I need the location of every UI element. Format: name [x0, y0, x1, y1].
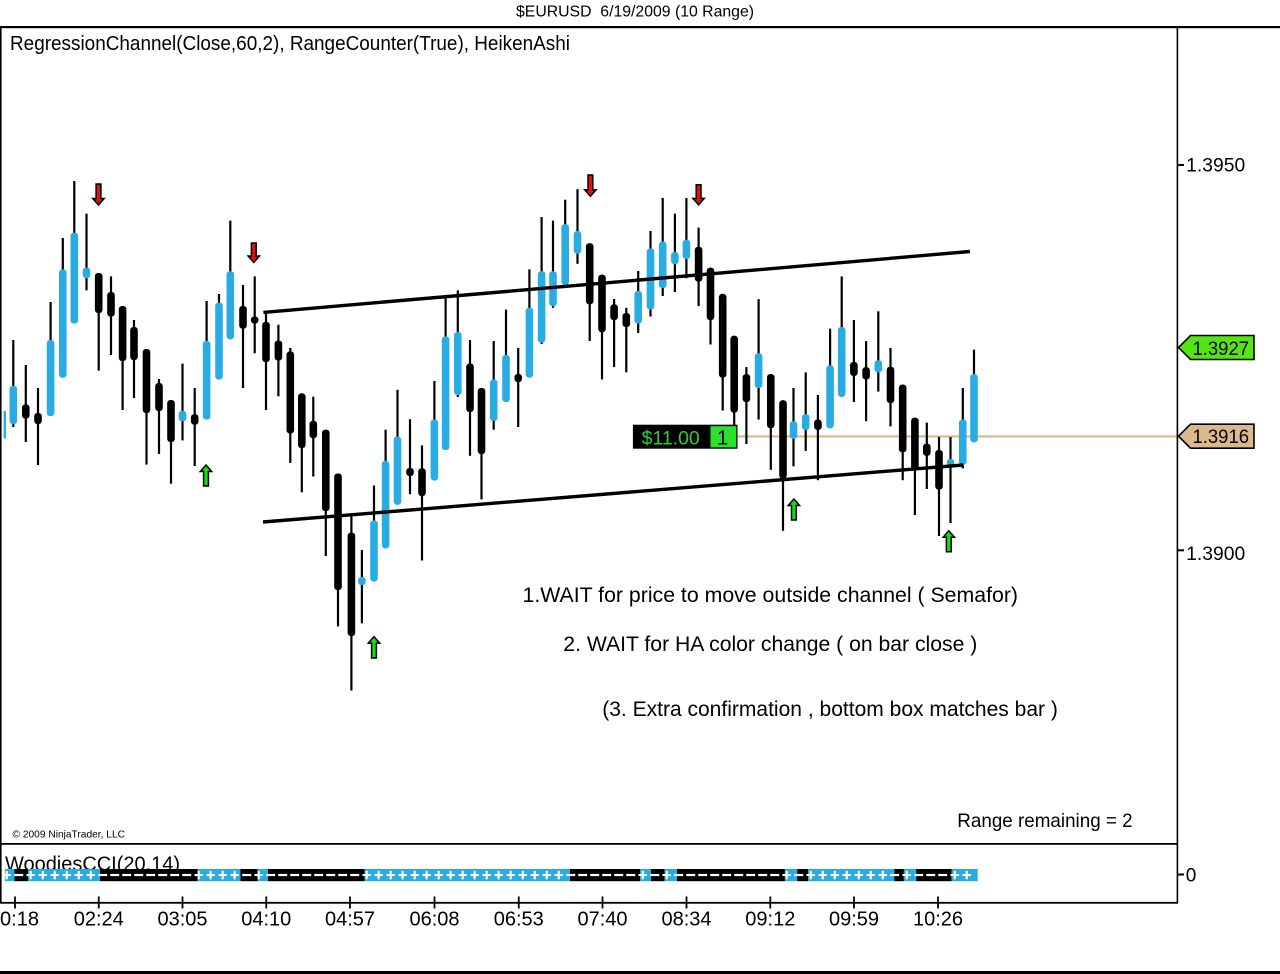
svg-text:Range remaining = 2: Range remaining = 2 [957, 810, 1132, 832]
svg-text:© 2009 NinjaTrader, LLC: © 2009 NinjaTrader, LLC [13, 829, 126, 841]
svg-text:07:40: 07:40 [577, 909, 627, 931]
svg-text:06:53: 06:53 [494, 909, 544, 931]
svg-text:09:12: 09:12 [745, 909, 795, 931]
svg-text:RegressionChannel(Close,60,2),: RegressionChannel(Close,60,2), RangeCoun… [10, 33, 570, 55]
svg-text:2. WAIT for HA color change (: 2. WAIT for HA color change ( on bar clo… [563, 633, 977, 656]
svg-text:08:34: 08:34 [661, 909, 711, 931]
svg-text:04:10: 04:10 [241, 909, 291, 931]
svg-text:10:26: 10:26 [913, 909, 963, 931]
svg-text:0: 0 [1186, 866, 1197, 887]
svg-text:1.3916: 1.3916 [1193, 427, 1250, 448]
svg-text:1.3950: 1.3950 [1186, 155, 1245, 176]
svg-text:$EURUSD 6/19/2009 (10 Range): $EURUSD 6/19/2009 (10 Range) [516, 4, 754, 21]
svg-text:02:24: 02:24 [74, 909, 124, 931]
svg-text:1.WAIT for price to move outsi: 1.WAIT for price to move outside channel… [523, 584, 1019, 607]
svg-text:09:59: 09:59 [829, 909, 879, 931]
svg-text:(3. Extra confirmation , botto: (3. Extra confirmation , bottom box matc… [602, 698, 1058, 721]
svg-text:06:08: 06:08 [409, 909, 459, 931]
svg-text:03:05: 03:05 [157, 909, 207, 931]
svg-text:0:18: 0:18 [0, 909, 39, 931]
svg-text:$11.00: $11.00 [642, 428, 700, 449]
svg-text:1: 1 [717, 428, 728, 450]
svg-text:04:57: 04:57 [325, 909, 375, 931]
svg-text:1.3900: 1.3900 [1186, 544, 1245, 565]
svg-text:1.3927: 1.3927 [1193, 339, 1250, 360]
